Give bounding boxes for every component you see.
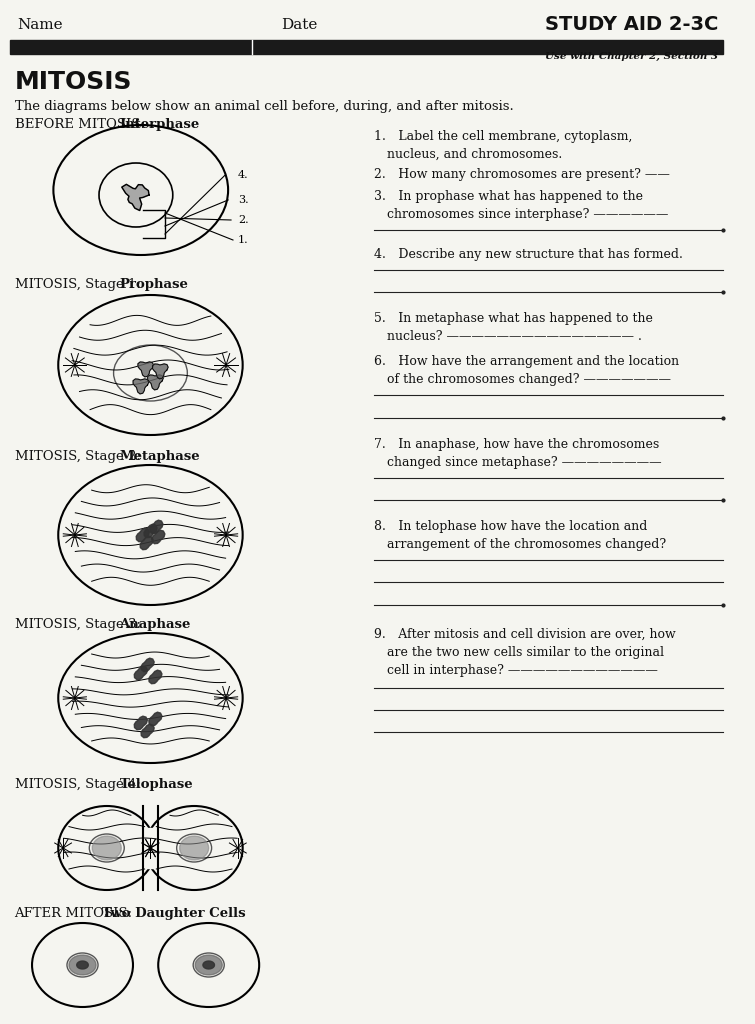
- Text: arrangement of the chromosomes changed?: arrangement of the chromosomes changed?: [387, 538, 667, 551]
- Text: of the chromosomes changed? ———————: of the chromosomes changed? ———————: [387, 373, 671, 386]
- Text: Date: Date: [282, 18, 318, 32]
- Polygon shape: [180, 836, 208, 860]
- Text: 2. How many chromosomes are present? ——: 2. How many chromosomes are present? ——: [374, 168, 670, 181]
- Bar: [10, 40, 723, 54]
- Text: 4. Describe any new structure that has formed.: 4. Describe any new structure that has f…: [374, 248, 683, 261]
- Text: Prophase: Prophase: [119, 278, 188, 291]
- Text: nucleus? ——————————————— .: nucleus? ——————————————— .: [387, 330, 643, 343]
- Polygon shape: [153, 364, 168, 379]
- Polygon shape: [149, 520, 163, 534]
- Polygon shape: [149, 712, 162, 726]
- Text: 5. In metaphase what has happened to the: 5. In metaphase what has happened to the: [374, 312, 652, 325]
- Polygon shape: [138, 361, 153, 377]
- Polygon shape: [77, 961, 88, 969]
- Polygon shape: [134, 716, 147, 730]
- Polygon shape: [69, 955, 96, 975]
- Text: MITOSIS, Stage 4:: MITOSIS, Stage 4:: [14, 778, 145, 791]
- Text: 7. In anaphase, how have the chromosomes: 7. In anaphase, how have the chromosomes: [374, 438, 659, 451]
- Text: Metaphase: Metaphase: [119, 450, 200, 463]
- Text: 9. After mitosis and cell division are over, how: 9. After mitosis and cell division are o…: [374, 628, 676, 641]
- Text: MITOSIS, Stage 2:: MITOSIS, Stage 2:: [14, 450, 145, 463]
- Text: MITOSIS: MITOSIS: [14, 70, 132, 94]
- Text: 4.: 4.: [238, 170, 248, 180]
- Text: 3. In prophase what has happened to the: 3. In prophase what has happened to the: [374, 190, 643, 203]
- Polygon shape: [148, 375, 163, 390]
- Text: Interphase: Interphase: [119, 118, 199, 131]
- Polygon shape: [203, 961, 214, 969]
- Text: BEFORE MITOSIS:: BEFORE MITOSIS:: [14, 118, 149, 131]
- Text: 6. How have the arrangement and the location: 6. How have the arrangement and the loca…: [374, 355, 679, 368]
- Text: The diagrams below show an animal cell before, during, and after mitosis.: The diagrams below show an animal cell b…: [14, 100, 513, 113]
- Polygon shape: [92, 836, 122, 860]
- Polygon shape: [141, 724, 154, 737]
- Polygon shape: [136, 528, 149, 542]
- Polygon shape: [133, 379, 149, 394]
- Polygon shape: [134, 667, 147, 680]
- Text: MITOSIS, Stage 3:: MITOSIS, Stage 3:: [14, 618, 145, 631]
- Polygon shape: [152, 530, 165, 544]
- Text: Name: Name: [17, 18, 63, 32]
- Text: Anaphase: Anaphase: [119, 618, 191, 631]
- Text: are the two new cells similar to the original: are the two new cells similar to the ori…: [387, 646, 664, 659]
- Text: Use with Chapter 2, Section 3: Use with Chapter 2, Section 3: [545, 52, 718, 61]
- Text: STUDY AID 2-3C: STUDY AID 2-3C: [545, 15, 718, 34]
- Text: Two Daughter Cells: Two Daughter Cells: [102, 907, 245, 920]
- Polygon shape: [122, 184, 149, 211]
- Polygon shape: [141, 658, 154, 672]
- Polygon shape: [144, 524, 157, 538]
- Polygon shape: [140, 537, 153, 550]
- Text: nucleus, and chromosomes.: nucleus, and chromosomes.: [387, 148, 562, 161]
- Text: 1.: 1.: [238, 234, 248, 245]
- Text: changed since metaphase? ————————: changed since metaphase? ————————: [387, 456, 662, 469]
- Text: 1. Label the cell membrane, cytoplasm,: 1. Label the cell membrane, cytoplasm,: [374, 130, 632, 143]
- Text: 3.: 3.: [238, 195, 248, 205]
- Polygon shape: [149, 670, 162, 684]
- Text: Telophase: Telophase: [119, 778, 193, 791]
- Text: 2.: 2.: [238, 215, 248, 225]
- Text: AFTER MITOSIS:: AFTER MITOSIS:: [14, 907, 137, 920]
- Text: chromosomes since interphase? ——————: chromosomes since interphase? ——————: [387, 208, 669, 221]
- Text: MITOSIS, Stage 1:: MITOSIS, Stage 1:: [14, 278, 145, 291]
- Polygon shape: [196, 955, 222, 975]
- Text: 8. In telophase how have the location and: 8. In telophase how have the location an…: [374, 520, 647, 534]
- Text: cell in interphase? ————————————: cell in interphase? ————————————: [387, 664, 658, 677]
